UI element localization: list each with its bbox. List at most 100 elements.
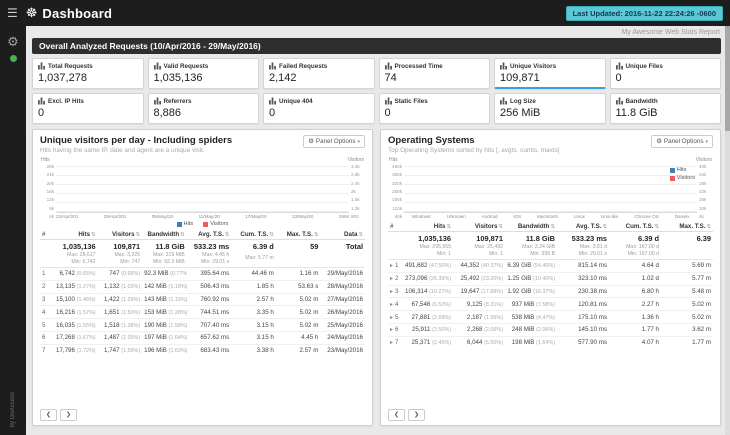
sort-icon: ⇅ <box>313 232 319 238</box>
metric-value: 2,142 <box>269 72 297 84</box>
bars-plot <box>404 164 697 213</box>
column-header[interactable]: Visitors⇅ <box>453 222 505 232</box>
table-cell: 6,742 (0.65%) <box>59 270 96 278</box>
table-cell: 27/May/2016 <box>320 292 365 306</box>
table-row[interactable]: ▸ 4 67,546 (6.53%) 9,125 (8.31%) 937 MiB (7.… <box>388 297 713 311</box>
expand-icon[interactable]: ▸ <box>390 327 394 334</box>
x-axis-label: Macintosh <box>537 214 559 219</box>
metric-value: 8,886 <box>153 107 182 119</box>
table-cell: 24/May/2016 <box>320 330 365 345</box>
panel-options-button[interactable]: ⚙ Panel Options ▾ <box>303 135 365 148</box>
metric-label: Static Files <box>384 97 485 105</box>
metric-label-text: Excl. IP Hits <box>48 97 84 105</box>
percent: (1.67%) <box>76 335 96 342</box>
y-axis-tick: 1.6k <box>351 197 360 203</box>
percent: (7.58%) <box>536 301 555 308</box>
column-header[interactable]: Bandwidth⇅ <box>505 222 557 232</box>
column-header[interactable]: Visitors⇅ <box>97 230 143 240</box>
table-cell: 744.51 ms <box>186 305 232 319</box>
expand-icon[interactable]: ▸ <box>390 288 394 295</box>
y-axis-tick: 1.2k <box>351 205 360 211</box>
max-min-cell: Max: 5.77 m <box>231 251 276 268</box>
table-cell: 190 MiB (1.58%) <box>142 318 187 332</box>
y-axis-tick: 460k <box>392 164 402 169</box>
metric-label-text: Unique 404 <box>279 97 313 105</box>
sort-icon: ⇅ <box>269 232 274 238</box>
column-label: Hits <box>433 223 446 230</box>
metric-value: 1,037,278 <box>38 72 87 84</box>
total-value: 11.8 GiB <box>155 242 185 251</box>
percent: (1.59%) <box>121 348 141 355</box>
column-header[interactable]: Hits⇅ <box>53 230 98 240</box>
pagination-next-button[interactable]: ❯ <box>60 409 77 421</box>
table-row[interactable]: ▸ 2 273,096 (26.39%) 25,492 (23.20%) 1.25 Gi… <box>388 271 713 286</box>
row-index: ▸ 6 <box>388 322 401 337</box>
max-min-cell <box>320 251 365 268</box>
table-row[interactable]: ▸ 3 106,314 (10.27%) 19,647 (17.88%) 1.92 Gi… <box>388 284 713 298</box>
table-row[interactable]: ▸ 5 27,881 (2.69%) 2,187 (1.99%) 538 MiB (4.… <box>388 310 713 324</box>
panel-subtitle: Hits having the same IP, date and agent … <box>40 147 205 154</box>
table-cell: 25,492 (23.20%) <box>453 271 505 286</box>
legend-item[interactable]: Visitors <box>669 175 695 181</box>
bar-chart-icon <box>38 62 45 70</box>
panel-options-button[interactable]: ⚙ Panel Options ▾ <box>651 135 713 148</box>
metric-label-text: Total Requests <box>48 62 93 70</box>
table-row[interactable]: ▸ 1 491,682 (47.50%) 44,352 (40.37%) 6.39 Gi… <box>388 260 713 273</box>
table-cell: 5.02 m <box>275 305 321 319</box>
expand-icon[interactable]: ▸ <box>390 301 394 308</box>
x-axis-label: Android <box>481 214 498 219</box>
table-row[interactable]: ▸ 7 25,371 (2.45%) 6,044 (5.50%) 198 MiB (1.… <box>388 335 713 349</box>
max-min-cell: Max: 295,959 Min: 1 <box>401 243 453 260</box>
total-value: 11.8 GiB <box>525 234 555 243</box>
expand-icon[interactable]: ▸ <box>390 263 394 270</box>
x-axis-label: 29/Apr/201 <box>103 214 127 219</box>
column-header[interactable]: Max. T.S.⇅ <box>275 230 321 240</box>
percent: (1.55%) <box>76 322 96 329</box>
table-cell: 44,352 (40.37%) <box>460 262 503 270</box>
hamburger-menu-button[interactable]: ☰ <box>7 7 18 19</box>
table-cell: 5.77 m <box>661 271 713 286</box>
legend-item[interactable]: Hits <box>176 221 193 227</box>
pagination-prev-button[interactable]: ❮ <box>388 409 405 421</box>
pagination-prev-button[interactable]: ❮ <box>40 409 57 421</box>
column-header[interactable]: Cum. T.S.⇅ <box>609 222 661 232</box>
legend-item[interactable]: Visitors <box>203 221 228 227</box>
metric-value: 109,871 <box>500 72 540 84</box>
table-cell: 4.45 h <box>275 330 321 345</box>
visitors-per-day-chart: Hits Visitors 28k 24k 20k 16k 12k 8k 4k 23/Apr… <box>40 157 365 227</box>
expand-icon[interactable]: ▸ <box>390 340 394 347</box>
table-cell: 1,422 (1.29%) <box>97 292 143 306</box>
expand-icon[interactable]: ▸ <box>390 314 394 321</box>
row-index: 3 <box>40 292 53 306</box>
table-cell: 142 MiB (1.18%) <box>142 279 187 294</box>
y-axis-tick: 28k <box>46 164 54 169</box>
column-header-index[interactable]: # <box>40 230 53 240</box>
table-cell: 5.48 m <box>661 284 713 298</box>
metric-value: 11.8 GiB <box>615 107 658 119</box>
x-axis-label: 23/Apr/201 <box>56 214 79 219</box>
expand-icon[interactable]: ▸ <box>390 276 394 283</box>
metric-card: Unique Files 0 <box>609 58 721 89</box>
column-header[interactable]: Hits⇅ <box>401 222 453 232</box>
sort-icon: ⇅ <box>358 232 363 238</box>
table-row: 6 17,268 (1.67%) 1,487 (1.35%) 197 MiB (1.6… <box>40 330 365 345</box>
column-header[interactable]: Cum. T.S.⇅ <box>231 230 276 240</box>
column-header[interactable]: Avg. T.S.⇅ <box>186 230 232 240</box>
metric-label: Unique 404 <box>269 97 369 105</box>
table-cell: 683.43 ms <box>186 343 232 357</box>
column-header[interactable]: Data⇅ <box>320 230 365 240</box>
column-header-index[interactable]: # <box>388 222 401 232</box>
table-row[interactable]: ▸ 6 25,911 (2.50%) 2,268 (2.06%) 248 MiB (2.… <box>388 322 713 337</box>
percent: (1.27%) <box>76 284 96 291</box>
pagination-next-button[interactable]: ❯ <box>408 409 425 421</box>
column-header[interactable]: Avg. T.S.⇅ <box>557 222 609 232</box>
page-scrollbar[interactable] <box>725 26 730 435</box>
settings-gear-button[interactable]: ⚙ <box>7 35 19 48</box>
legend-item[interactable]: Hits <box>669 167 686 173</box>
column-header[interactable]: Bandwidth⇅ <box>142 230 187 240</box>
sort-icon: ⇅ <box>135 232 141 238</box>
gear-icon: ⚙ <box>7 34 19 49</box>
scrollbar-thumb[interactable] <box>725 26 730 131</box>
y-axis-tick: 16k <box>699 197 707 203</box>
column-header[interactable]: Max. T.S.⇅ <box>661 222 713 232</box>
